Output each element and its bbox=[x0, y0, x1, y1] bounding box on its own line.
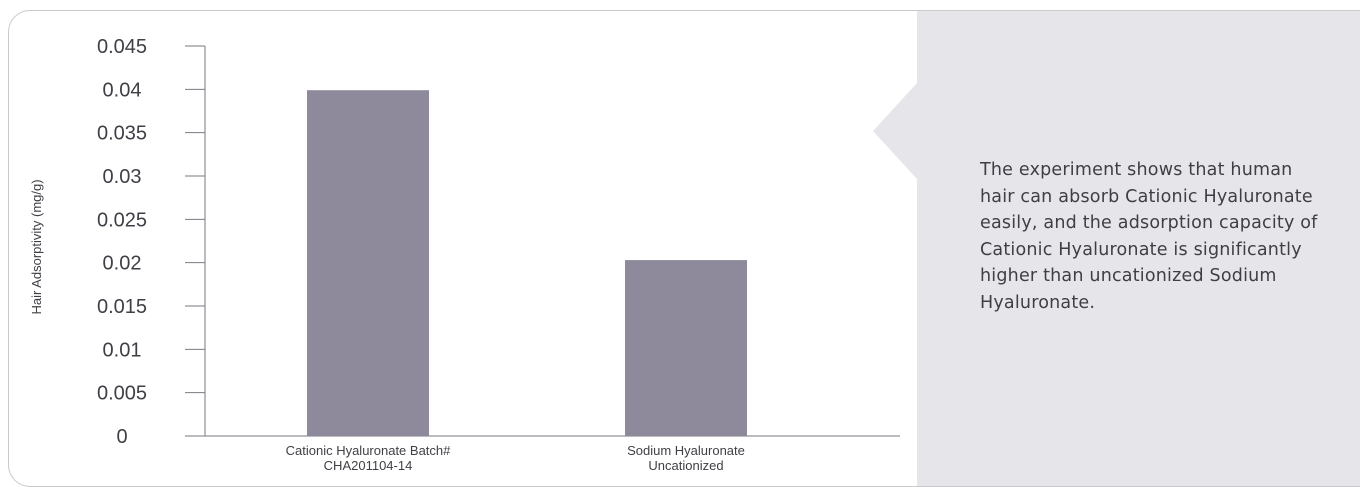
x-category-label: CHA201104-14 bbox=[324, 458, 413, 473]
bar bbox=[307, 90, 429, 436]
y-tick-label: 0.045 bbox=[97, 36, 147, 58]
y-tick-label: 0.025 bbox=[97, 209, 147, 231]
y-tick-label: 0 bbox=[116, 426, 127, 448]
bars bbox=[307, 90, 747, 436]
description-panel: The experiment shows that human hair can… bbox=[917, 11, 1360, 486]
category-labels: Cationic Hyaluronate Batch#CHA201104-14 S… bbox=[286, 443, 745, 473]
y-axis-title-group: Hair Adsorptivity (mg/g) bbox=[29, 179, 44, 314]
y-tick-label: 0.01 bbox=[103, 339, 142, 361]
bar-chart: Hair Adsorptivity (mg/g) 0 0.005 0.01 0.015… bbox=[29, 36, 900, 473]
y-tick-label: 0.035 bbox=[97, 123, 147, 145]
y-axis-title: Hair Adsorptivity (mg/g) bbox=[29, 179, 44, 314]
x-category-label: Cationic Hyaluronate Batch# bbox=[286, 443, 452, 458]
description-text: The experiment shows that human hair can… bbox=[980, 160, 1318, 313]
y-ticks: 0 0.005 0.01 0.015 0.02 0.025 0.03 0.035 0.04 0.0… bbox=[97, 36, 205, 448]
x-category-label: Uncationized bbox=[648, 458, 723, 473]
y-tick-label: 0.005 bbox=[97, 383, 147, 405]
y-tick-label: 0.02 bbox=[103, 253, 142, 275]
x-category-label: Sodium Hyaluronate bbox=[627, 443, 745, 458]
y-tick-label: 0.03 bbox=[103, 166, 142, 188]
bar bbox=[625, 260, 747, 436]
y-tick-label: 0.04 bbox=[103, 79, 142, 101]
panel-pointer bbox=[873, 83, 917, 179]
y-tick-label: 0.015 bbox=[97, 296, 147, 318]
